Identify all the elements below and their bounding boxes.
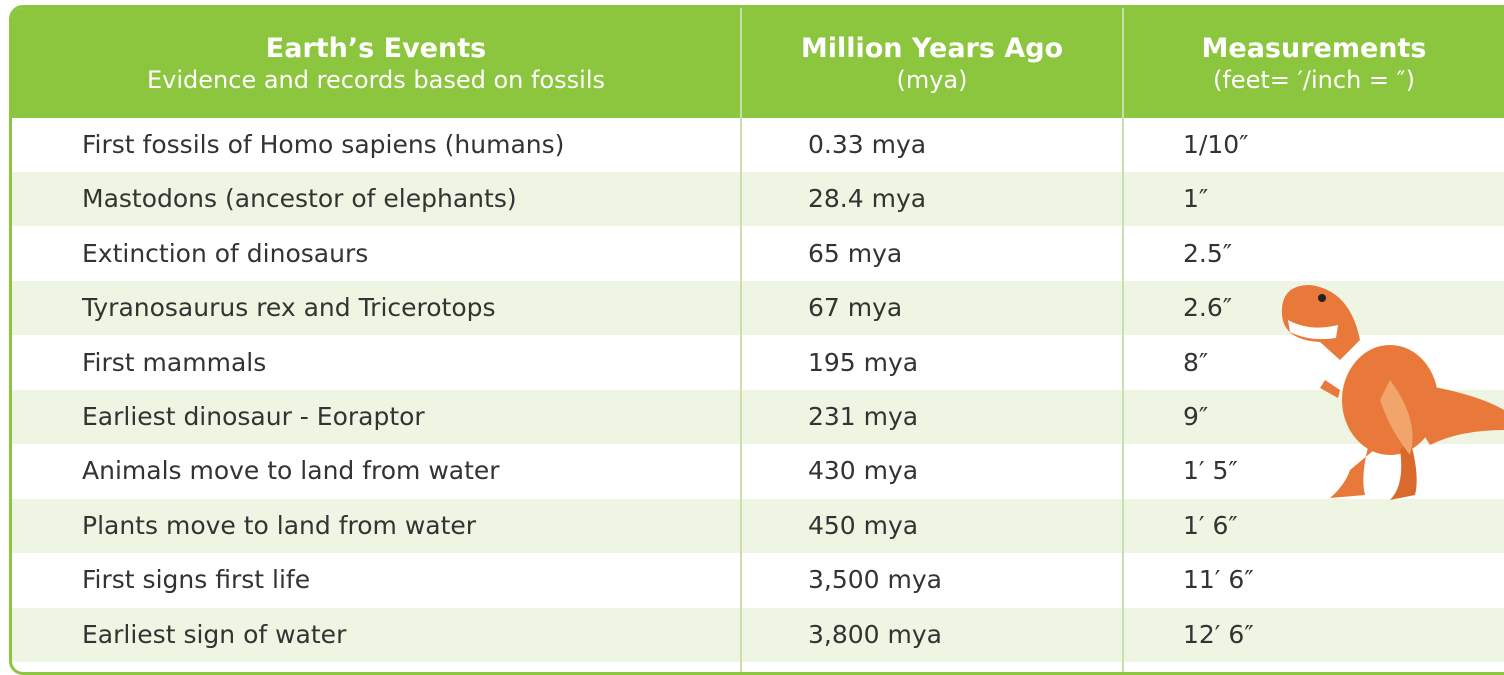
table-cell: 195 mya <box>808 336 918 390</box>
table-cell: Plants move to land from water <box>82 499 476 553</box>
table-cell: First signs first life <box>82 553 310 607</box>
table-row: Mastodons (ancestor of elephants) 28.4 my… <box>12 172 1504 226</box>
table-row: First signs first life 3,500 mya 11′ 6″ <box>12 553 1504 607</box>
table-cell: 8″ <box>1183 336 1208 390</box>
table-cell: 65 mya <box>808 227 902 281</box>
column-divider <box>740 8 742 672</box>
header-title: Million Years Ago <box>801 33 1063 64</box>
table-cell: Animals move to land from water <box>82 444 500 498</box>
table-cell: Mastodons (ancestor of elephants) <box>82 172 517 226</box>
column-divider <box>1122 8 1124 672</box>
table-cell: 1/10″ <box>1183 118 1248 172</box>
table-cell: 231 mya <box>808 390 918 444</box>
table-cell: First fossils of Homo sapiens (humans) <box>82 118 564 172</box>
table-cell: 9″ <box>1183 390 1208 444</box>
table-cell: 1′ 6″ <box>1183 499 1238 553</box>
table-cell: Extinction of dinosaurs <box>82 227 368 281</box>
header-cell: Measurements(feet= ′/inch = ″) <box>1124 8 1504 118</box>
table-cell: 450 mya <box>808 499 918 553</box>
table-row: Earliest sign of water 3,800 mya 12′ 6″ <box>12 608 1504 662</box>
table-cell: 3,500 mya <box>808 553 942 607</box>
table-cell: 12′ 6″ <box>1183 608 1254 662</box>
table-cell: 430 mya <box>808 444 918 498</box>
table-cell: Earliest dinosaur - Eoraptor <box>82 390 425 444</box>
table-cell: Tyranosaurus rex and Tricerotops <box>82 281 496 335</box>
header-subtitle: (feet= ′/inch = ″) <box>1213 66 1415 94</box>
table-cell: 3,800 mya <box>808 608 942 662</box>
table-cell: 0.33 mya <box>808 118 926 172</box>
table-cell: First mammals <box>82 336 266 390</box>
table-cell: 67 mya <box>808 281 902 335</box>
table-cell: 2.5″ <box>1183 227 1232 281</box>
table-cell: 1′ 5″ <box>1183 444 1238 498</box>
table-cell: 11′ 6″ <box>1183 553 1254 607</box>
header-cell: Million Years Ago(mya) <box>742 8 1122 118</box>
header-subtitle: Evidence and records based on fossils <box>147 66 605 94</box>
table-cell: Earliest sign of water <box>82 608 346 662</box>
table-cell: 28.4 mya <box>808 172 926 226</box>
table-cell: 2.6″ <box>1183 281 1232 335</box>
dinosaur-illustration <box>1270 270 1504 510</box>
header-title: Earth’s Events <box>266 33 486 64</box>
header-title: Measurements <box>1202 33 1427 64</box>
table-cell: 1″ <box>1183 172 1208 226</box>
table-row: First fossils of Homo sapiens (humans) 0.… <box>12 118 1504 172</box>
header-subtitle: (mya) <box>896 66 967 94</box>
